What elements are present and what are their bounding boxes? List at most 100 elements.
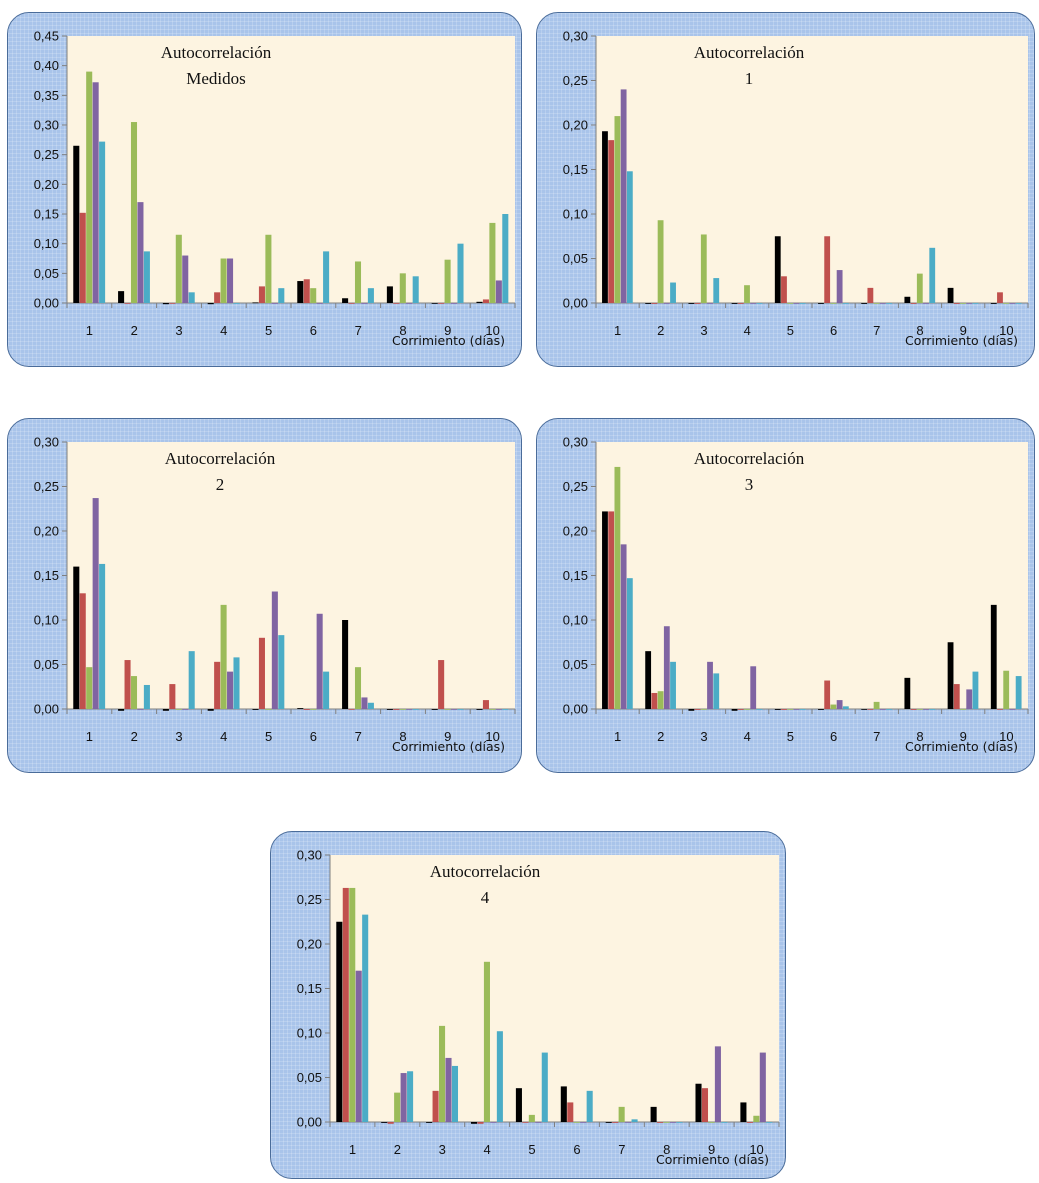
bar	[608, 140, 615, 303]
bar	[412, 709, 419, 710]
chart-title-line: Autocorrelación	[694, 43, 805, 62]
y-tick-label: 0,30	[563, 29, 588, 44]
chart-title-line: Autocorrelación	[165, 449, 276, 468]
bar	[620, 89, 627, 304]
y-tick-label: 0,15	[297, 981, 322, 996]
bar	[92, 498, 99, 709]
bar	[220, 258, 227, 303]
y-tick-label: 0,20	[297, 937, 322, 952]
y-tick-label: 0,00	[34, 702, 59, 717]
bar	[886, 709, 892, 710]
bar	[824, 236, 831, 303]
x-tick-label: 5	[265, 323, 272, 338]
bar	[614, 116, 621, 303]
x-tick-label: 2	[657, 323, 664, 338]
bar	[787, 709, 794, 710]
bar	[265, 709, 272, 710]
bar	[836, 700, 843, 709]
bar	[342, 620, 349, 709]
bar	[602, 511, 608, 709]
bar	[495, 280, 502, 303]
bar	[744, 709, 750, 710]
bar	[929, 709, 936, 710]
chart-title-line: Autocorrelación	[161, 43, 272, 62]
x-tick-label: 6	[310, 729, 317, 744]
y-tick-label: 0,20	[563, 118, 588, 133]
bar	[541, 1052, 548, 1122]
x-tick-label: 4	[744, 323, 751, 338]
bar	[367, 288, 374, 303]
bar	[457, 243, 464, 303]
x-axis-label: Corrimiento (días)	[392, 739, 505, 754]
x-tick-label: 9	[444, 729, 451, 744]
bar	[362, 914, 369, 1122]
bar	[406, 709, 413, 710]
bar	[1003, 303, 1010, 304]
bar	[886, 303, 892, 304]
bar	[1015, 676, 1022, 709]
bar	[406, 303, 413, 304]
bar	[162, 303, 169, 305]
bar	[86, 71, 93, 303]
bar	[793, 709, 800, 710]
bar	[904, 677, 911, 709]
bar	[1003, 670, 1010, 709]
bar	[175, 709, 182, 710]
bar	[960, 303, 966, 304]
bar	[207, 709, 214, 711]
bar	[608, 511, 615, 709]
bar	[137, 202, 144, 303]
bar	[445, 1057, 452, 1122]
x-tick-label: 7	[355, 729, 362, 744]
y-tick-label: 0,05	[563, 251, 588, 266]
bar	[316, 613, 323, 709]
y-tick-label: 0,10	[297, 1026, 322, 1041]
chart-panel-3: 0,00 0,05 0,10 0,15 0,20 0,25 0,30 1 2 3 4 5 6 7 8 9 10 C…	[536, 418, 1035, 773]
bar	[99, 141, 106, 303]
bar	[342, 298, 349, 303]
y-tick-label: 0,30	[563, 435, 588, 450]
x-tick-label: 4	[744, 729, 751, 744]
bar	[793, 303, 800, 304]
bar	[316, 303, 323, 304]
bar	[799, 709, 806, 710]
chart-title-line: Autocorrelación	[430, 862, 541, 881]
y-tick-label: 0,00	[563, 296, 588, 311]
x-tick-label: 3	[175, 323, 182, 338]
y-tick-label: 0,25	[563, 73, 588, 88]
x-tick-label: 7	[355, 323, 362, 338]
x-tick-label: 6	[830, 323, 837, 338]
y-tick-label: 0,00	[34, 296, 59, 311]
bar	[1009, 709, 1016, 710]
x-axis-label: Corrimiento (días)	[656, 1152, 769, 1167]
bar	[118, 709, 125, 711]
bar	[737, 709, 744, 710]
x-tick-label: 4	[220, 323, 227, 338]
y-tick-label: 0,00	[297, 1115, 322, 1130]
bar	[740, 1102, 747, 1122]
bar	[386, 286, 393, 303]
bar	[451, 303, 458, 304]
bar	[651, 303, 658, 304]
bar	[399, 273, 406, 303]
y-tick-label: 0,15	[34, 207, 59, 222]
bar	[904, 296, 911, 303]
x-tick-label: 1	[349, 1142, 356, 1157]
bar	[502, 214, 509, 303]
plot-area	[596, 442, 1028, 709]
y-tick-label: 0,20	[34, 524, 59, 539]
bar	[323, 671, 330, 709]
x-tick-label: 4	[220, 729, 227, 744]
bar	[361, 697, 368, 709]
bar	[490, 1122, 497, 1123]
x-axis-label: Corrimiento (días)	[905, 333, 1018, 348]
plot-area	[330, 855, 779, 1122]
x-tick-label: 3	[175, 729, 182, 744]
bar	[528, 1114, 535, 1122]
plot-area	[596, 36, 1028, 303]
y-tick-label: 0,25	[563, 479, 588, 494]
x-tick-label: 3	[700, 323, 707, 338]
y-tick-label: 0,25	[34, 147, 59, 162]
bar	[522, 1122, 529, 1123]
bar	[143, 251, 150, 303]
